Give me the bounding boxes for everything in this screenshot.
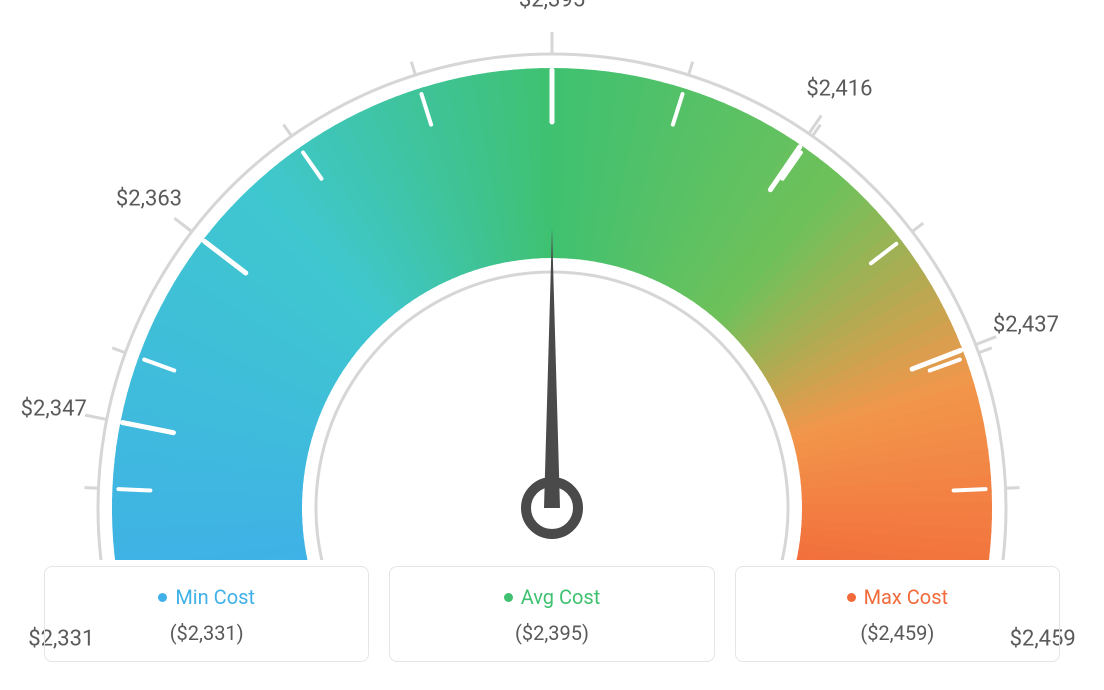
legend-label-avg: Avg Cost <box>400 585 703 609</box>
legend-value-max: ($2,459) <box>746 621 1049 645</box>
legend-row: Min Cost ($2,331) Avg Cost ($2,395) Max … <box>44 566 1060 662</box>
legend-label-min-text: Min Cost <box>175 585 255 609</box>
legend-card-avg: Avg Cost ($2,395) <box>389 566 714 662</box>
legend-value-avg: ($2,395) <box>400 621 703 645</box>
legend-card-max: Max Cost ($2,459) <box>735 566 1060 662</box>
legend-label-min: Min Cost <box>55 585 358 609</box>
gauge-tick-label: $2,437 <box>993 313 1059 338</box>
legend-dot-min <box>158 593 167 602</box>
legend-label-max-text: Max Cost <box>864 585 949 609</box>
legend-label-avg-text: Avg Cost <box>521 585 601 609</box>
gauge-tick-label: $2,347 <box>21 396 87 421</box>
gauge-svg <box>0 0 1104 560</box>
legend-dot-max <box>847 593 856 602</box>
legend-value-min: ($2,331) <box>55 621 358 645</box>
gauge-tick-label: $2,395 <box>519 0 585 13</box>
legend-card-min: Min Cost ($2,331) <box>44 566 369 662</box>
gauge-tick-label: $2,363 <box>116 186 182 211</box>
gauge-tick-label: $2,416 <box>806 77 872 102</box>
gauge-chart: $2,331$2,347$2,363$2,395$2,416$2,437$2,4… <box>0 0 1104 560</box>
legend-label-max: Max Cost <box>746 585 1049 609</box>
legend-dot-avg <box>504 593 513 602</box>
